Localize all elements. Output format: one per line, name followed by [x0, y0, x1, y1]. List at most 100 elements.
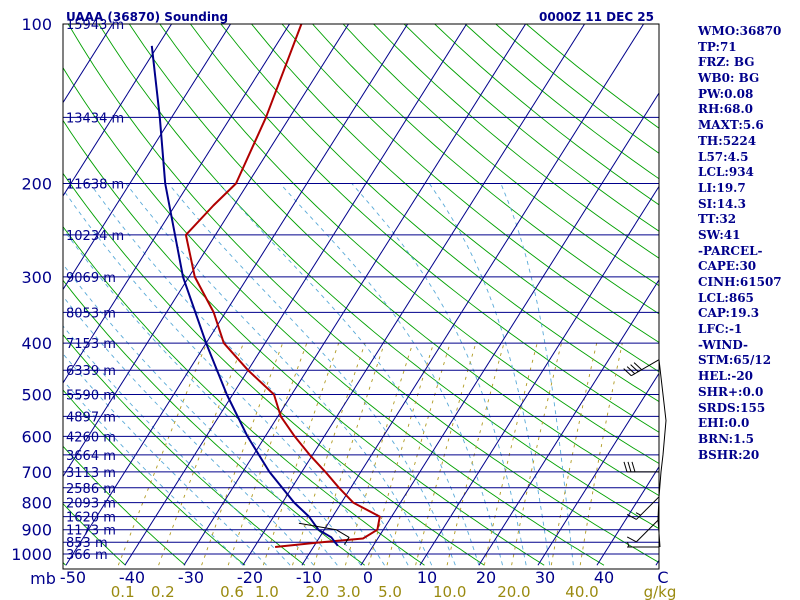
- index-item: L57:4.5: [698, 149, 749, 164]
- mixing-ratio-label: 20.0: [497, 583, 530, 600]
- pressure-tick-label: 700: [21, 463, 52, 482]
- wind-barb-feather: [626, 514, 637, 520]
- wind-barb-staff: [631, 359, 660, 377]
- height-level-label: 8053 m: [66, 306, 116, 321]
- dewpoint-trace: [150, 45, 339, 547]
- height-level-label: 2586 m: [66, 482, 116, 497]
- index-item: TP:71: [698, 39, 737, 54]
- pressure-tick-label: 600: [21, 427, 52, 446]
- index-item: LCL:865: [698, 290, 754, 305]
- mixing-ratio-label: 10.0: [433, 583, 466, 600]
- temperature-tick-label: 40: [594, 568, 614, 587]
- pressure-tick-label: 500: [21, 386, 52, 405]
- wind-profile: [623, 359, 667, 548]
- isotherm-line: [63, 24, 173, 197]
- index-item: BRN:1.5: [698, 431, 754, 446]
- dry-adiabat-line: [220, 24, 659, 403]
- moist-adiabat-line: [125, 183, 433, 566]
- index-item: LI:19.7: [698, 180, 746, 195]
- mixing-ratio-line: [292, 342, 366, 566]
- isotherm-line: [478, 279, 659, 566]
- index-item: FRZ: BG: [698, 55, 755, 70]
- index-item: LCL:934: [698, 165, 754, 180]
- index-item: SRDS:155: [698, 400, 766, 415]
- mixing-ratio-line: [483, 342, 538, 566]
- mixing-ratio-line: [313, 342, 385, 566]
- temperature-tick-label: 10: [417, 568, 437, 587]
- wind-barb: [623, 461, 659, 473]
- height-level-label: 9069 m: [66, 271, 116, 286]
- height-level-label: 1620 m: [66, 511, 116, 526]
- temperature-tick-label: -40: [119, 568, 145, 587]
- pressure-tick-label: 1000: [11, 545, 52, 564]
- isotherm-line: [63, 24, 232, 291]
- height-labels: 15943 m 13434 m 11638 m 10234 m 9069 m 8053 m…: [66, 18, 124, 563]
- wind-barb-feather: [626, 536, 637, 543]
- dry-adiabat-line: [63, 445, 186, 566]
- wind-barb-half-feather: [627, 541, 630, 548]
- isotherm-line: [360, 92, 659, 566]
- index-item: CAPE:30: [698, 259, 757, 274]
- isotherm-line: [124, 24, 468, 566]
- index-item: SW:41: [698, 227, 741, 242]
- height-level-label: 6339 m: [66, 364, 116, 379]
- moist-adiabat-line: [218, 183, 480, 566]
- wind-barb: [623, 359, 660, 377]
- isobars: [63, 23, 659, 555]
- isotherm-line: [63, 24, 114, 104]
- temperature-axis: -50 -40 -30 -20 -10 0 10 20 30 40 C: [60, 568, 669, 587]
- wind-barb-half-feather: [635, 512, 641, 516]
- temperature-tick-label: 0: [363, 568, 373, 587]
- wind-barb: [626, 518, 660, 543]
- dry-adiabat-line: [128, 24, 659, 497]
- mixing-ratio-line: [201, 342, 284, 566]
- mixing-ratio-line: [262, 342, 340, 566]
- isotherm-line: [65, 24, 409, 566]
- wind-barb-staff: [636, 518, 660, 543]
- dry-adiabat-line: [63, 66, 605, 566]
- index-item: LFC:-1: [698, 322, 743, 337]
- isotherm-line: [183, 24, 527, 566]
- index-item: BSHR:20: [698, 447, 760, 462]
- mixing-ratio-label: 40.0: [565, 583, 598, 600]
- mixing-ratio-label: g/kg: [644, 583, 677, 600]
- height-level-label: 2093 m: [66, 497, 116, 512]
- pressure-tick-label: 300: [21, 268, 52, 287]
- mixing-ratio-line: [158, 342, 244, 566]
- mixing-ratio-label: 2.0: [305, 583, 329, 600]
- height-level-label: 3664 m: [66, 449, 116, 464]
- temperature-tick-label: -10: [296, 568, 322, 587]
- mixing-ratio-label: 3.0: [337, 583, 361, 600]
- mixing-ratio-label: 1.0: [255, 583, 279, 600]
- dry-adiabat-line: [63, 225, 425, 566]
- mixing-ratio-line: [386, 342, 451, 566]
- wind-barb: [627, 541, 659, 548]
- mixing-ratio-line: [368, 342, 435, 566]
- index-item: -PARCEL-: [698, 243, 763, 258]
- wind-barb-feather: [627, 461, 632, 473]
- temperature-tick-label: 30: [535, 568, 555, 587]
- sounding-traces: [150, 24, 381, 548]
- mixing-ratio-label: 0.6: [220, 583, 244, 600]
- temperature-tick-label: C: [657, 568, 668, 587]
- mixing-ratio-line: [446, 342, 505, 566]
- dry-adiabat-line: [63, 503, 126, 566]
- wind-barb-staff: [636, 496, 660, 520]
- pressure-tick-label: 400: [21, 334, 52, 353]
- temperature-tick-label: -30: [178, 568, 204, 587]
- wind-barb-feather: [626, 366, 636, 375]
- moist-adiabat-line: [63, 188, 385, 566]
- dry-adiabat-line: [63, 119, 545, 566]
- moist-adiabat-line: [279, 183, 503, 566]
- pressure-tick-label: 900: [21, 521, 52, 540]
- moist-adiabat-line: [351, 183, 527, 566]
- wind-barb-feather: [633, 362, 643, 371]
- isotherm-line: [63, 24, 291, 384]
- parcel-trace: [298, 522, 350, 545]
- index-item: WMO:36870: [698, 24, 782, 38]
- wind-barb-feather: [631, 461, 636, 473]
- pressure-tick-label: 100: [21, 15, 52, 34]
- temperature-tick-label: -20: [237, 568, 263, 587]
